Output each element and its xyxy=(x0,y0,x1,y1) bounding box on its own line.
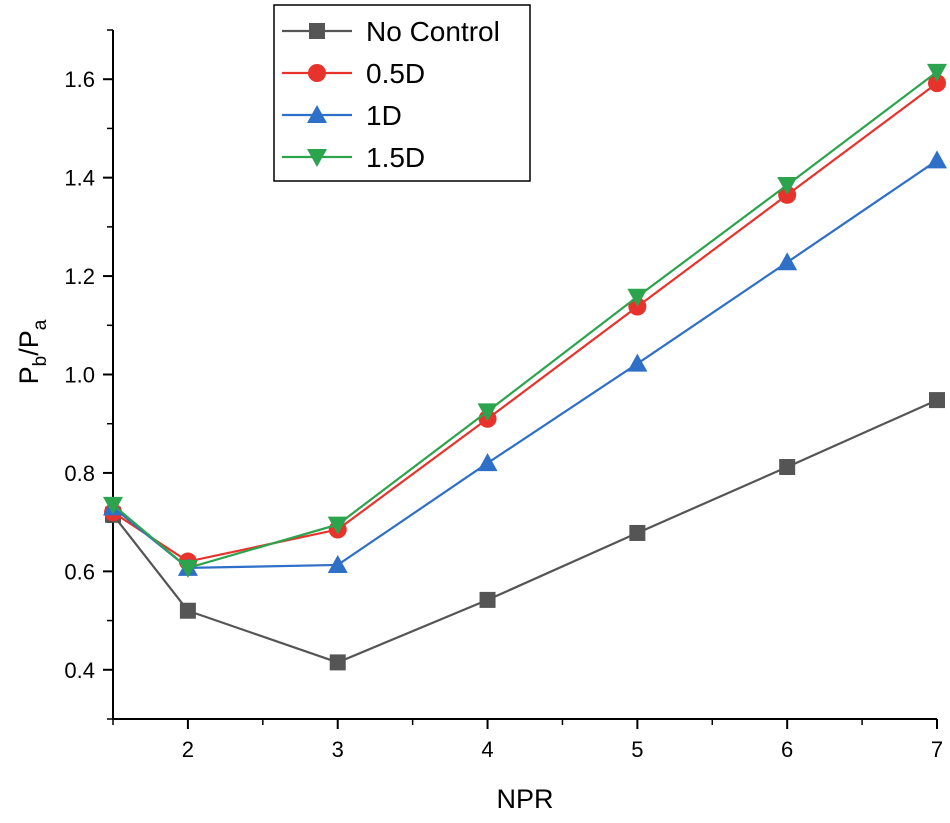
legend-marker xyxy=(309,23,325,39)
y-tick-label: 1.0 xyxy=(64,363,95,388)
data-point-1-5d xyxy=(777,177,798,196)
x-axis-title: NPR xyxy=(496,784,553,814)
x-tick-label: 6 xyxy=(781,737,793,762)
y-axis-title-main: P xyxy=(14,366,44,384)
data-point-no-control xyxy=(929,392,945,409)
legend-marker xyxy=(307,149,327,167)
data-point-no-control xyxy=(779,459,796,476)
data-point-1d xyxy=(477,453,498,472)
y-axis-title-sub2: a xyxy=(30,319,51,330)
x-tick-label: 2 xyxy=(182,737,194,762)
y-axis-title-sep: / xyxy=(14,348,44,356)
y-tick-label: 0.8 xyxy=(64,461,95,486)
data-point-1-5d xyxy=(627,288,648,307)
y-axis-title-sub1: b xyxy=(30,356,51,367)
legend-label: 0.5D xyxy=(366,58,425,89)
data-point-1-5d xyxy=(327,516,348,535)
data-point-no-control xyxy=(629,524,646,541)
data-point-1d xyxy=(927,150,947,169)
legend-marker xyxy=(307,105,327,123)
data-point-no-control xyxy=(179,602,196,619)
legend-label: No Control xyxy=(366,16,500,47)
data-point-1d xyxy=(777,252,798,271)
x-tick-label: 7 xyxy=(931,737,943,762)
y-axis-title: Pb/Pa xyxy=(14,319,51,384)
legend-label: 1D xyxy=(366,100,402,131)
data-point-1-5d xyxy=(477,403,498,422)
legend-label: 1.5D xyxy=(366,142,425,173)
legend-item-0-5d: 0.5D xyxy=(282,58,425,89)
legend-marker xyxy=(308,64,326,82)
data-point-no-control xyxy=(479,591,496,608)
series-1d xyxy=(103,150,947,576)
data-point-1d xyxy=(327,554,348,573)
x-tick-label: 4 xyxy=(481,737,493,762)
y-tick-label: 0.4 xyxy=(64,658,95,683)
x-tick-label: 3 xyxy=(332,737,344,762)
data-point-no-control xyxy=(329,654,346,671)
y-tick-label: 0.6 xyxy=(64,559,95,584)
legend-item-1d: 1D xyxy=(282,100,402,131)
data-point-1-5d xyxy=(927,63,947,82)
x-tick-label: 5 xyxy=(631,737,643,762)
series-no-control xyxy=(105,392,945,671)
y-tick-label: 1.4 xyxy=(64,166,95,191)
legend-items: No Control 0.5D 1D 1.5D xyxy=(282,16,500,173)
series xyxy=(103,63,947,671)
data-point-1-5d xyxy=(177,559,198,578)
ticks: 2 3 4 5 6 7 0.4 0.6 0.8 1.0 1.2 1.4 1.6 xyxy=(64,29,943,762)
series-line-1d xyxy=(112,159,938,570)
data-point-1-5d xyxy=(103,496,123,515)
y-tick-label: 1.6 xyxy=(64,67,95,92)
data-point-1d xyxy=(627,353,648,372)
y-axis-title-main2: P xyxy=(14,330,44,348)
series-1-5d xyxy=(103,63,947,578)
data-point-0-5d xyxy=(928,74,946,93)
y-tick-label: 1.2 xyxy=(64,264,95,289)
legend-item-no-control: No Control xyxy=(282,16,500,47)
legend-item-1-5d: 1.5D xyxy=(282,142,425,173)
legend: No Control 0.5D 1D 1.5D xyxy=(273,4,531,182)
